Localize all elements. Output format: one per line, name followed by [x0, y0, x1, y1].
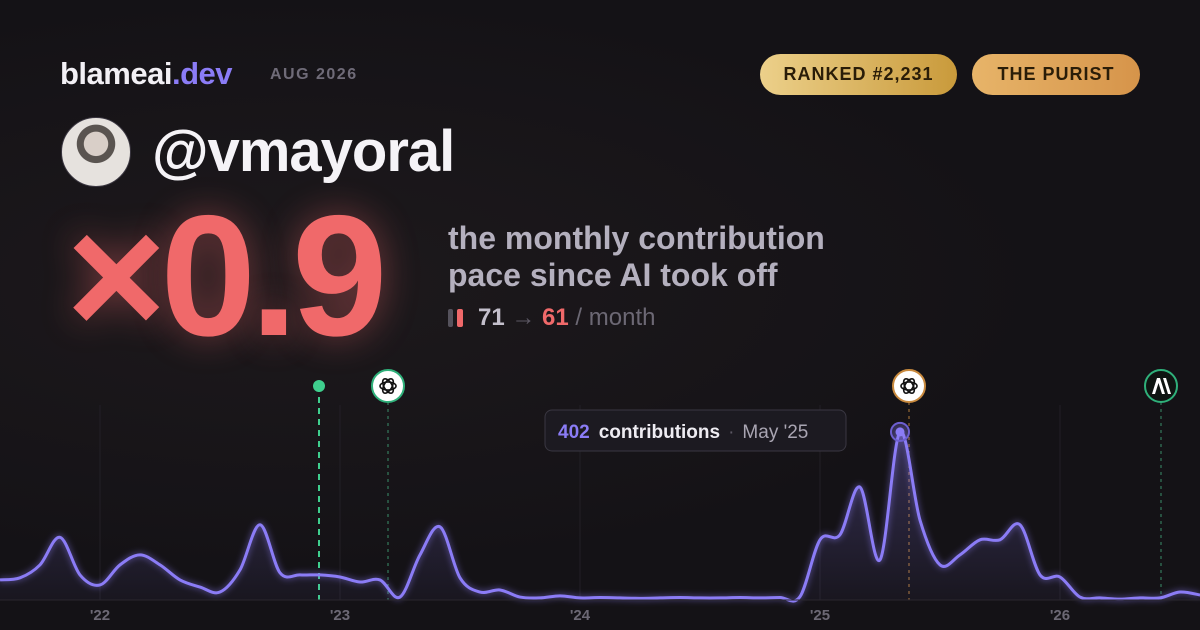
tooltip-separator: · [728, 422, 734, 443]
date: AUG 2026 [270, 66, 358, 83]
avatar [61, 117, 131, 187]
openai-icon [892, 369, 926, 403]
pace-after: 61 [542, 304, 569, 331]
brand: blameai.dev [60, 56, 232, 92]
description-line: pace since AI took off [448, 257, 778, 293]
pace: 71 → 61 / month [478, 304, 655, 332]
description: the monthly contribution pace since AI t… [448, 220, 825, 294]
tooltip-label: contributions [599, 422, 720, 443]
rank-badge: RANKED #2,231 [760, 54, 957, 95]
pace-icon [457, 309, 463, 327]
brand-name: blameai [60, 56, 172, 91]
openai-icon [371, 369, 405, 403]
x-tick-label: '26 [1050, 607, 1070, 624]
area [0, 431, 1200, 602]
x-tick-label: '24 [570, 607, 591, 624]
pace-arrow: → [511, 304, 536, 331]
x-tick-label: '25 [810, 607, 830, 624]
tooltip-text: 402 contributions · May '25 [558, 422, 808, 443]
title-badge: THE PURIST [972, 54, 1140, 95]
x-tick-label: '23 [330, 607, 350, 624]
tooltip-box [544, 409, 847, 452]
line [0, 430, 1200, 603]
multiplier: ×0.9 [66, 180, 388, 372]
highlight-point [895, 427, 905, 437]
pace-icon [448, 309, 453, 327]
brand-suffix: .dev [171, 56, 233, 91]
event-dot [313, 380, 325, 392]
anthropic-icon [1144, 369, 1178, 403]
pace-unit: / month [575, 304, 656, 331]
pace-before: 71 [478, 304, 505, 331]
tooltip-date: May '25 [742, 422, 808, 443]
username: @vmayoral [152, 119, 455, 184]
x-tick-label: '22 [90, 607, 110, 624]
description-line: the monthly contribution [448, 220, 825, 256]
tooltip-value: 402 [558, 422, 590, 443]
